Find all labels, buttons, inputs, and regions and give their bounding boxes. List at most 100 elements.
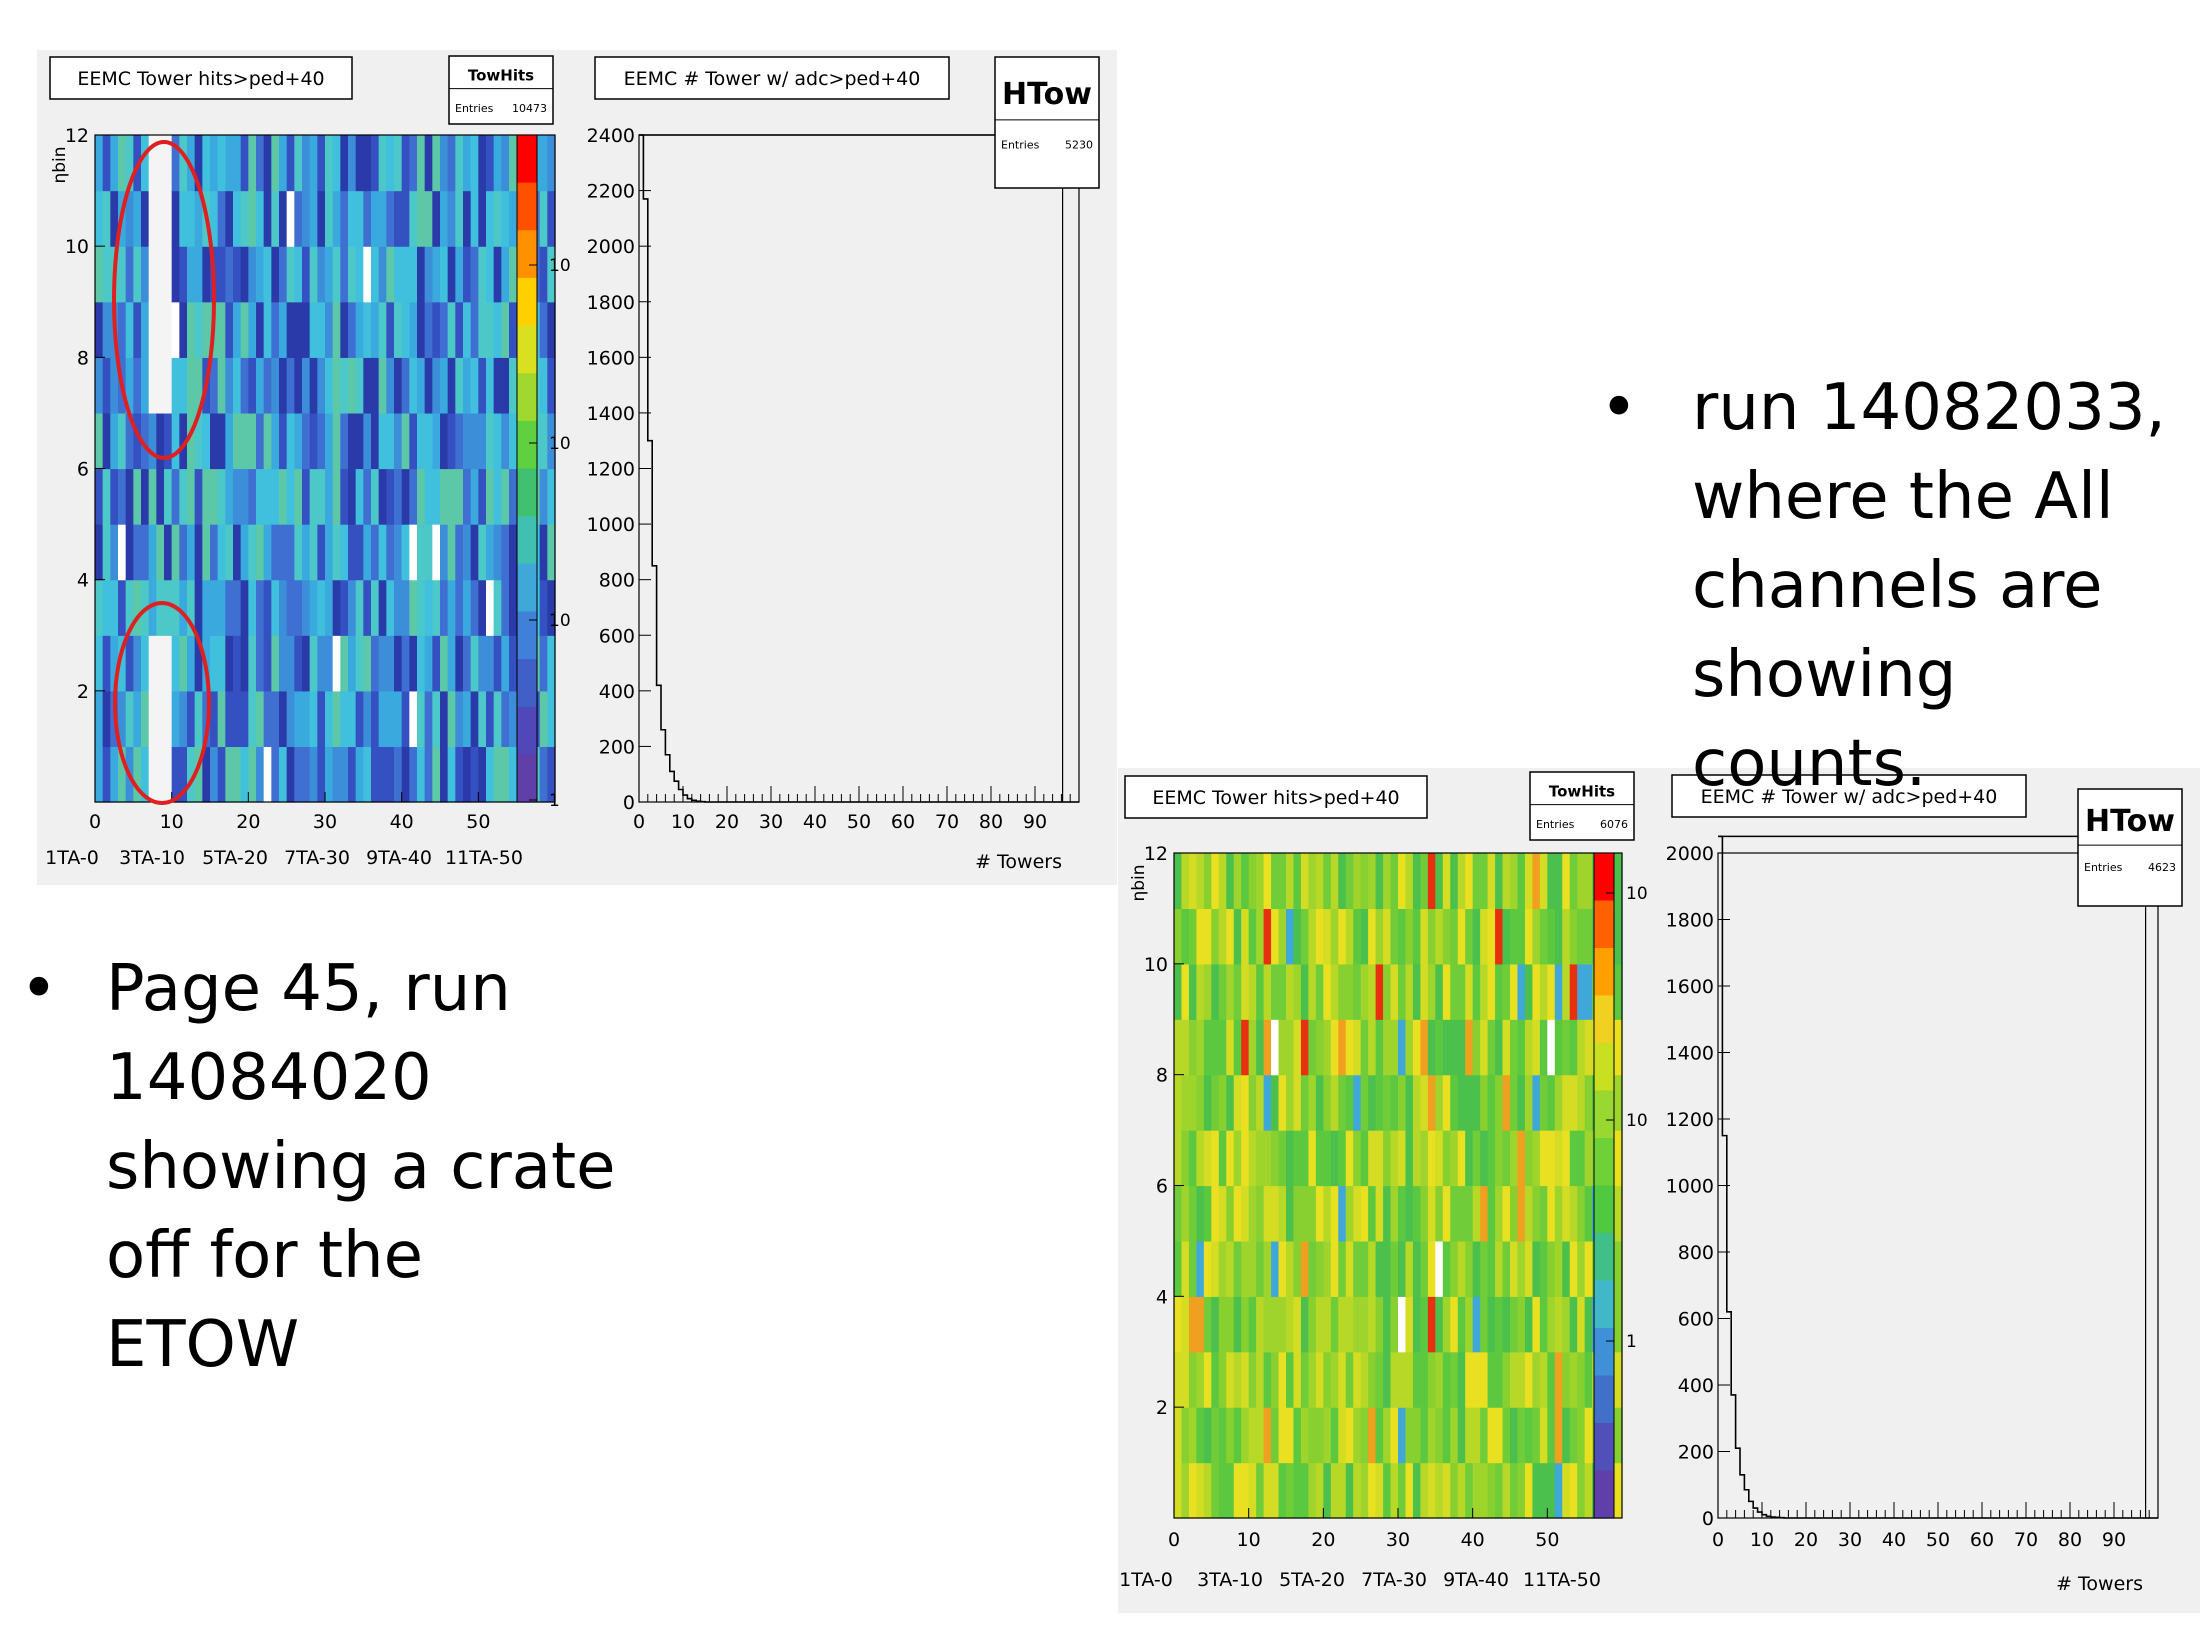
heatmap-cell: [263, 524, 272, 581]
heatmap-cell: [1510, 908, 1519, 965]
heatmap-cell: [1465, 1185, 1474, 1242]
heatmap-cell: [1435, 1240, 1444, 1297]
heatmap-cell: [1442, 1074, 1451, 1131]
stats-box: [448, 55, 554, 125]
heatmap-cell: [1584, 1185, 1593, 1242]
heatmap-cell: [1412, 1019, 1421, 1076]
heatmap-cell: [1286, 1130, 1295, 1187]
heatmap-cell: [470, 579, 479, 636]
heatmap-cell: [156, 635, 165, 692]
heatmap-cell: [302, 746, 311, 803]
heatmap-cell: [463, 524, 472, 581]
heatmap-cell: [263, 468, 272, 525]
heatmap-cell: [417, 301, 426, 358]
heatmap-cell: [1547, 908, 1556, 965]
heatmap-cell: [501, 190, 510, 247]
heatmap-cell: [217, 579, 226, 636]
heatmap-cell: [125, 301, 134, 358]
heatmap-cell: [194, 468, 203, 525]
heatmap-cell: [1233, 1296, 1242, 1353]
heatmap-cell: [493, 357, 502, 414]
heatmap-cell: [95, 746, 104, 803]
heatmap-cell: [1345, 908, 1354, 965]
heatmap-cell: [501, 635, 510, 692]
crate-label: 9TA-40: [366, 847, 432, 869]
heatmap-cell: [386, 524, 395, 581]
heatmap-cell: [1263, 908, 1272, 965]
heatmap-cell: [95, 524, 104, 581]
heatmap-cell: [194, 412, 203, 470]
heatmap-cell: [240, 690, 249, 748]
heatmap-cell: [294, 579, 303, 636]
heatmap-cell: [355, 357, 364, 414]
heatmap-cell: [125, 190, 134, 247]
heatmap-cell: [1248, 908, 1257, 965]
heatmap-cell: [1196, 908, 1205, 965]
heatmap-cell: [95, 301, 104, 358]
heatmap-cell: [1196, 1019, 1205, 1076]
heatmap-cell: [133, 746, 142, 803]
heatmap-cell: [401, 357, 410, 414]
heatmap-cell: [1263, 1296, 1272, 1353]
heatmap-cell: [455, 412, 464, 470]
heatmap-cell: [1480, 853, 1489, 910]
heatmap-cell: [371, 190, 380, 247]
heatmap-cell: [394, 468, 403, 525]
heatmap-cell: [1196, 1407, 1205, 1464]
color-scale-tick-label: 10: [549, 256, 571, 276]
heatmap-cell: [1577, 853, 1586, 910]
heatmap-cell: [325, 524, 334, 581]
heatmap-cell: [263, 690, 272, 748]
heatmap-cell: [1315, 1462, 1324, 1519]
heatmap-cell: [340, 524, 349, 581]
heatmap-cell: [294, 524, 303, 581]
heatmap-cell: [1390, 1462, 1399, 1519]
heatmap-cell: [179, 246, 188, 303]
heatmap-cell: [1577, 1351, 1586, 1408]
heatmap-cell: [363, 135, 372, 192]
heatmap-cell: [417, 135, 426, 192]
x-tick-label: 60: [1970, 1529, 1994, 1551]
heatmap-cell: [1442, 1130, 1451, 1187]
heatmap-cell: [1532, 1462, 1541, 1519]
heatmap-cell: [1360, 1296, 1369, 1353]
heatmap-cell: [1330, 1240, 1339, 1297]
heatmap-cell: [256, 190, 265, 247]
heatmap-cell: [1263, 963, 1272, 1020]
heatmap-cell: [1562, 1296, 1571, 1353]
heatmap-cell: [1554, 963, 1563, 1020]
heatmap-cell: [1181, 908, 1190, 965]
x-tick-label: 0: [1168, 1529, 1180, 1551]
heatmap-cell: [355, 746, 364, 803]
chart-title-box: [594, 56, 950, 100]
heatmap-cell: [1412, 908, 1421, 965]
heatmap-cell: [478, 635, 487, 692]
heatmap-cell: [1248, 1240, 1257, 1297]
heatmap-cell: [1614, 908, 1623, 965]
heatmap-cell: [309, 301, 318, 358]
heatmap-cell: [378, 246, 387, 303]
heatmap-cell: [486, 135, 495, 192]
heatmap-cell: [1323, 1296, 1332, 1353]
heatmap-cell: [156, 301, 165, 358]
heatmap-cell: [1188, 1351, 1197, 1408]
heatmap-cell: [95, 690, 104, 748]
heatmap-cell: [1263, 1074, 1272, 1131]
heatmap-cell: [1323, 1185, 1332, 1242]
heatmap-cell: [486, 357, 495, 414]
heatmap-cell: [332, 746, 341, 803]
heatmap-cell: [217, 357, 226, 414]
heatmap-cell: [118, 468, 127, 525]
heatmap-cell: [256, 135, 265, 192]
heatmap-cell: [1495, 853, 1504, 910]
heatmap-cell: [217, 412, 226, 470]
heatmap-cell: [1338, 963, 1347, 1020]
heatmap-cell: [1226, 963, 1235, 1020]
heatmap-cell: [1487, 908, 1496, 965]
heatmap-cell: [1293, 963, 1302, 1020]
heatmap-cell: [1174, 1074, 1183, 1131]
heatmap-cell: [440, 190, 449, 247]
heatmap-cell: [371, 301, 380, 358]
heatmap-cell: [1271, 1130, 1280, 1187]
